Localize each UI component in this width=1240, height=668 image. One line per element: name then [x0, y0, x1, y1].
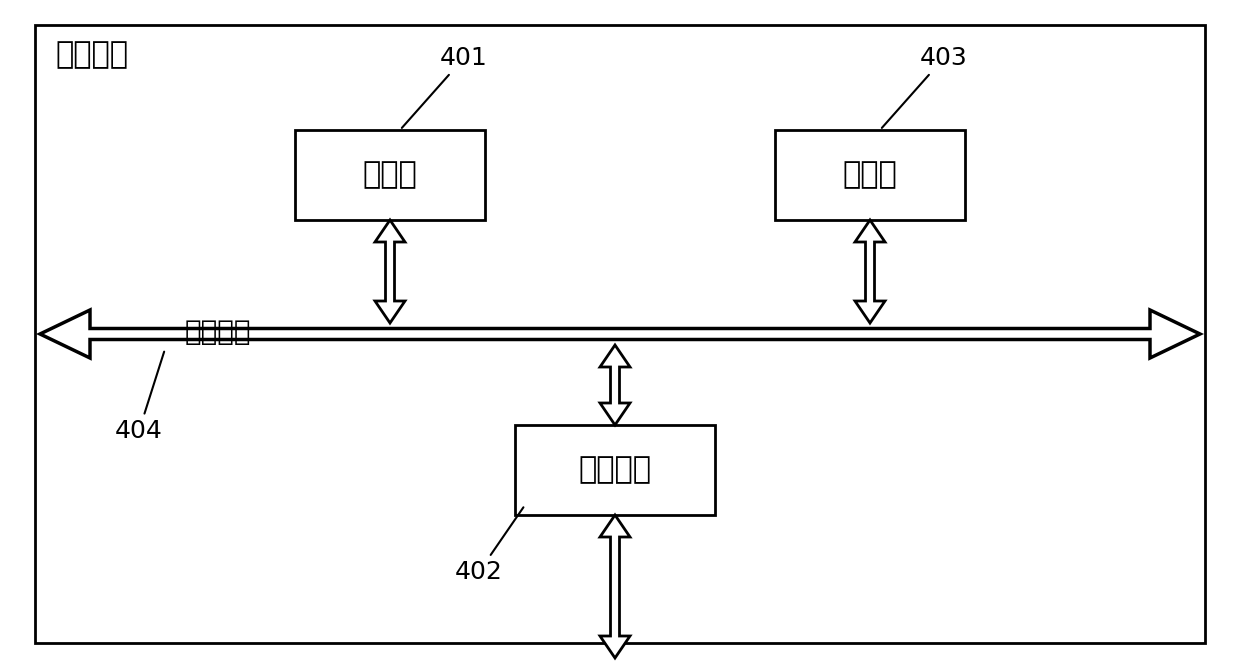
Text: 电子设备: 电子设备 [55, 40, 128, 69]
Bar [775, 130, 965, 220]
Polygon shape [40, 310, 1200, 358]
Polygon shape [856, 220, 885, 323]
Polygon shape [374, 220, 405, 323]
Text: 通信总线: 通信总线 [185, 318, 252, 346]
Text: 通信接口: 通信接口 [579, 456, 651, 484]
Text: 404: 404 [115, 351, 164, 443]
Text: 处理器: 处理器 [362, 160, 418, 190]
Bar [515, 425, 715, 515]
Polygon shape [600, 345, 630, 425]
Polygon shape [600, 515, 630, 658]
Text: 403: 403 [882, 46, 967, 128]
Bar [295, 130, 485, 220]
Text: 402: 402 [455, 507, 523, 584]
Text: 401: 401 [402, 46, 487, 128]
Text: 存储器: 存储器 [843, 160, 898, 190]
